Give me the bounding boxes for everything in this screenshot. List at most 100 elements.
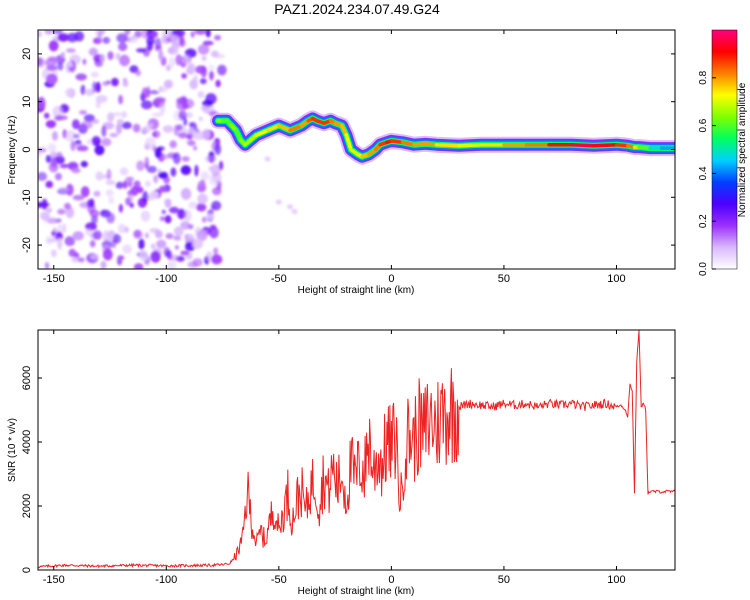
noise-blob [199,78,207,85]
noise-blob [106,168,112,180]
x-tick-label: -150 [43,574,65,586]
noise-blob [173,235,182,241]
noise-blob [150,243,156,250]
track-core [434,142,461,148]
x-tick-label: 0 [388,273,394,285]
noise-blob [80,120,93,129]
noise-blob [79,110,88,115]
noise-blob [51,157,57,168]
noise-blob [214,143,222,155]
noise-blob [211,254,223,265]
noise-blob [158,185,167,193]
noise-blobs [38,30,298,269]
noise-blob [150,250,161,263]
noise-blob [168,206,179,214]
noise-blob [146,165,158,174]
noise-blob [154,147,162,159]
noise-blob [119,54,130,67]
colorbar-ticks: 0.0 0.2 0.4 0.6 0.8 [698,70,716,276]
top-y-axis-label: Frequency (Hz) [7,116,18,185]
noise-blob [86,199,95,208]
noise-blob [92,230,103,240]
noise-blob [64,236,76,247]
noise-blob [176,124,183,131]
noise-blob [154,37,162,49]
noise-blob [138,249,148,261]
colorbar-label: Normalized spectral amplitude [737,82,748,217]
noise-blob [122,80,129,87]
noise-blob [66,32,78,43]
noise-blob [107,112,115,123]
noise-blob [57,237,63,250]
noise-blob [185,233,195,243]
y-tick-label: -10 [21,189,33,205]
track-core [234,128,243,142]
noise-blob [97,31,102,43]
frequency-track [210,110,675,165]
noise-blob [174,245,179,250]
noise-blob [102,81,109,86]
noise-blob [135,69,142,77]
x-tick-label: 50 [498,273,510,285]
noise-blob [46,207,53,213]
noise-blob [154,97,166,103]
noise-blob [213,247,219,255]
noise-blob [55,231,63,241]
track-core [277,123,292,133]
noise-blob [118,42,128,52]
noise-blob [158,171,168,179]
noise-blob [124,30,131,36]
noise-blob [43,214,48,224]
noise-blob [101,125,107,137]
noise-blob [125,197,131,206]
noise-blob [209,70,214,81]
noise-blob [187,63,196,75]
noise-blob [194,30,207,35]
noise-blob [118,203,123,213]
noise-blob [125,176,135,182]
noise-blob [50,249,57,258]
noise-blob [136,186,144,194]
noise-blob [146,36,155,45]
noise-blob [196,183,207,193]
colorbar-tick-label: 0.2 [698,214,709,228]
noise-blob [197,193,208,205]
noise-blob [118,94,123,105]
noise-blob [64,202,71,210]
x-tick-label: 100 [607,273,625,285]
track-core [389,139,405,145]
noise-blob [72,194,85,201]
noise-blob [121,121,132,129]
noise-blob [181,54,192,65]
noise-blob [214,35,222,41]
noise-blob [217,64,227,76]
noise-blob [71,167,81,174]
noise-blob [130,186,139,196]
noise-blob [44,262,50,269]
noise-blob [159,216,165,222]
noise-blob [169,140,177,149]
noise-blob [144,156,150,169]
noise-blob [171,254,179,262]
noise-blob [52,105,63,118]
noise-blob [144,232,149,239]
noise-blob [175,54,183,66]
y-tick-label: 0 [21,146,33,152]
noise-blob [92,81,97,94]
noise-blob [188,201,198,209]
colorbar-tick-label: 0.8 [698,70,709,84]
noise-blob [38,30,42,38]
noise-blob [152,130,161,138]
noise-blob [80,84,86,95]
noise-blob [115,122,122,135]
figure-title: PAZ1.2024.234.07.49.G24 [274,1,440,17]
noise-blob [197,44,210,55]
noise-blob [291,209,298,215]
noise-blob [72,119,80,130]
noise-blob [100,53,105,63]
noise-blob [153,174,159,184]
snr-plot-area [38,330,675,570]
noise-blob [287,204,294,210]
x-tick-label: 0 [388,574,394,586]
